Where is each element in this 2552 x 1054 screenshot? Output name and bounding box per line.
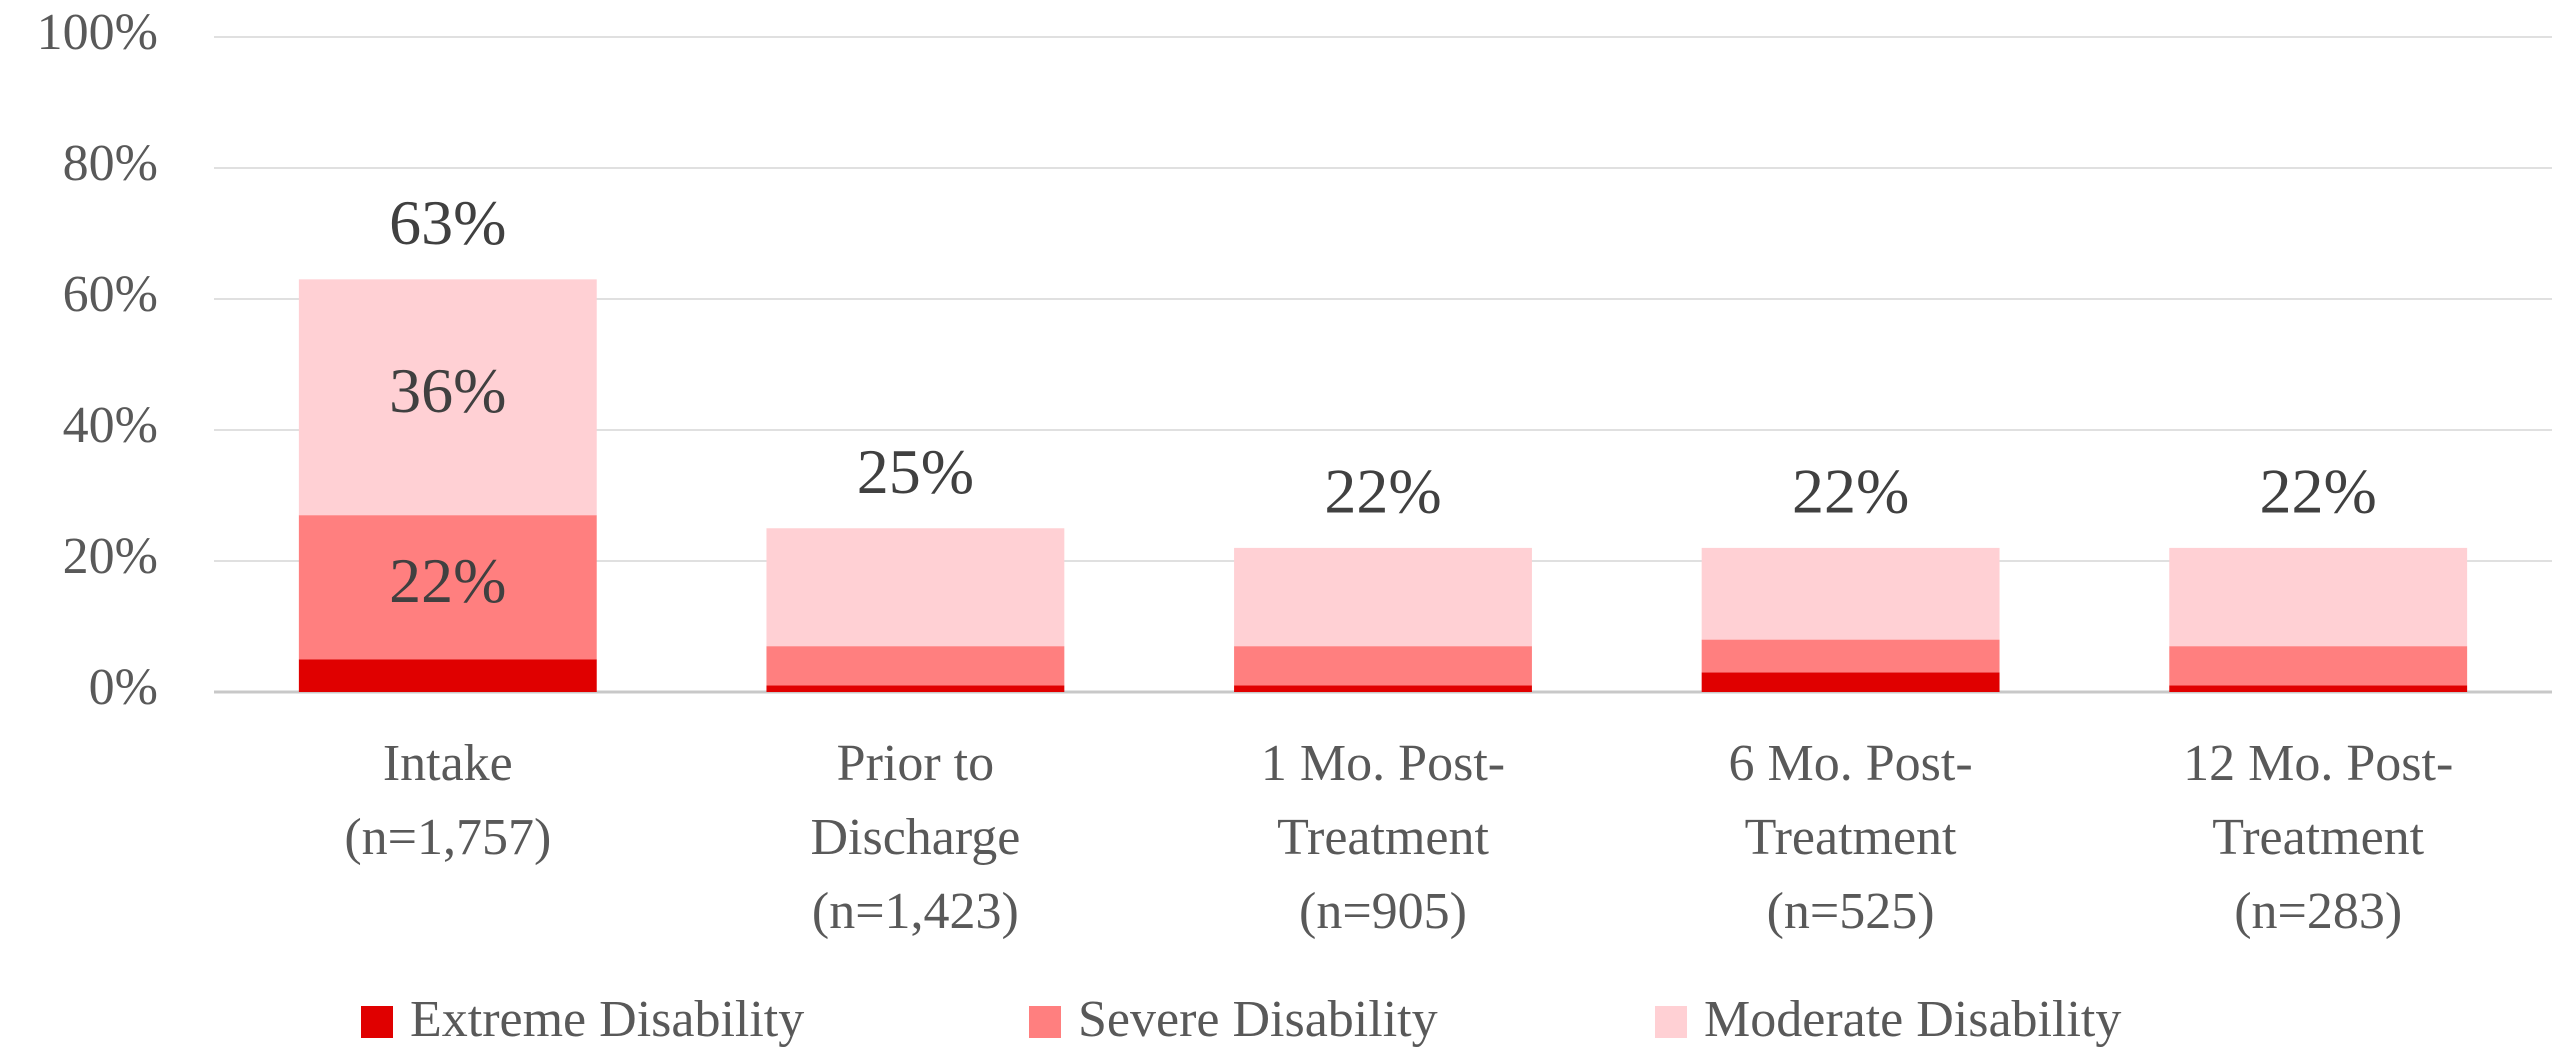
x-tick-line: Intake (383, 735, 513, 792)
bar-segment (2169, 685, 2468, 692)
y-tick-label: 60% (63, 266, 158, 323)
bar-segment (1701, 639, 2000, 673)
legend-swatch (361, 1006, 393, 1038)
total-label: 22% (1324, 456, 1441, 527)
total-label: 25% (857, 436, 974, 507)
legend-label: Moderate Disability (1704, 991, 2121, 1048)
x-tick-line: (n=283) (2234, 883, 2402, 940)
x-tick-label: Prior to Discharge (n=1,423) (810, 735, 1020, 940)
bar-segment (766, 685, 1065, 692)
bar-segment (1701, 547, 2000, 640)
legend-swatch (1029, 1006, 1061, 1038)
y-tick-label: 20% (63, 528, 158, 585)
x-tick-label: Intake (n=1,757) (344, 735, 551, 866)
bar-segment (1234, 646, 1532, 686)
x-tick-label: 12 Mo. Post- Treatment (n=283) (2183, 735, 2453, 940)
legend-label: Extreme Disability (410, 991, 804, 1048)
bar-segment (298, 659, 597, 692)
x-tick-line: (n=525) (1767, 883, 1935, 940)
bar-segment (1234, 547, 1532, 647)
x-tick-label: 1 Mo. Post- Treatment (n=905) (1261, 735, 1505, 940)
y-tick-label: 100% (37, 4, 158, 61)
x-tick-line: 12 Mo. Post- (2183, 735, 2453, 792)
bar-segment (298, 515, 597, 660)
x-tick-line: Prior to (837, 735, 994, 792)
y-tick-label: 40% (63, 397, 158, 454)
total-label: 22% (1792, 456, 1909, 527)
legend-swatch (1655, 1006, 1687, 1038)
total-label: 22% (2260, 456, 2377, 527)
data-label: 22% (389, 545, 506, 616)
data-label: 36% (389, 355, 506, 426)
y-tick-label: 0% (89, 659, 158, 716)
x-tick-line: Treatment (1745, 809, 1957, 866)
bar-segment (766, 528, 1065, 647)
x-tick-line: Treatment (2212, 809, 2424, 866)
x-tick-label: 6 Mo. Post- Treatment (n=525) (1729, 735, 1973, 940)
bar-segment (298, 279, 597, 516)
x-tick-line: (n=905) (1299, 883, 1467, 940)
x-tick-line: (n=1,423) (812, 883, 1019, 940)
x-tick-line: Discharge (810, 809, 1020, 866)
x-tick-line: 1 Mo. Post- (1261, 735, 1505, 792)
bar-segment (1701, 672, 2000, 692)
total-label: 63% (389, 187, 506, 258)
legend-label: Severe Disability (1078, 991, 1438, 1048)
x-tick-line: Treatment (1277, 809, 1489, 866)
x-tick-line: 6 Mo. Post- (1729, 735, 1973, 792)
bar-segment (1234, 685, 1532, 692)
bar-segment (766, 646, 1065, 686)
x-tick-line: (n=1,757) (344, 809, 551, 866)
bar-segment (2169, 646, 2468, 686)
bar-segment (2169, 547, 2468, 647)
y-tick-label: 80% (63, 135, 158, 192)
